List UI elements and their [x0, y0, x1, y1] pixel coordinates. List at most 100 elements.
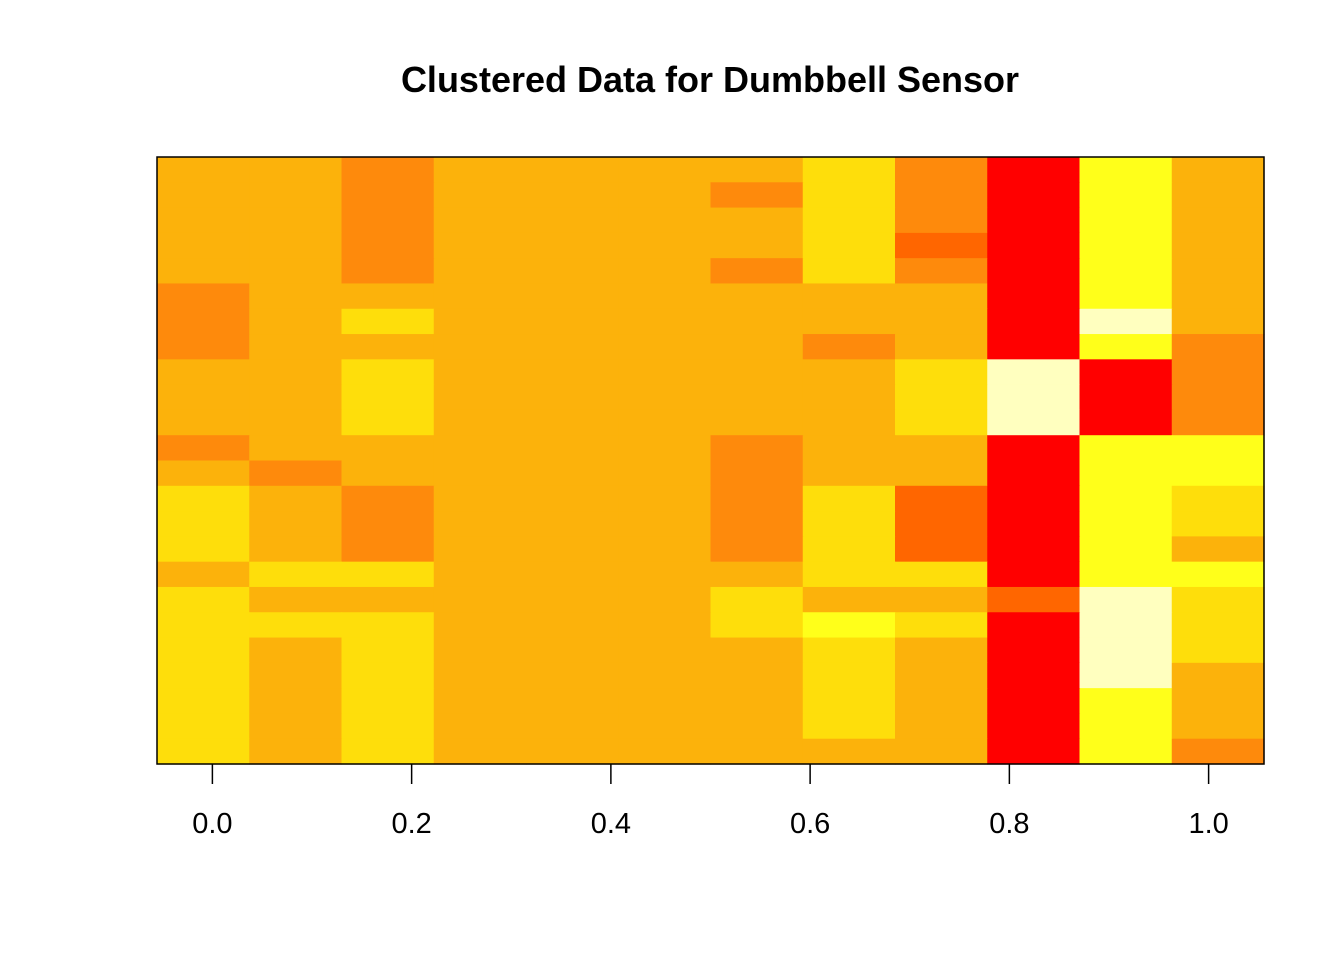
heatmap-cell: [249, 485, 343, 512]
heatmap-cell: [710, 409, 804, 436]
heatmap-cell: [1079, 460, 1173, 487]
heatmap-cell: [895, 662, 988, 689]
heatmap-cell: [802, 637, 896, 664]
heatmap-cell: [987, 662, 1081, 689]
heatmap-cell: [433, 536, 527, 563]
heatmap-cell: [987, 713, 1081, 740]
heatmap-cell: [526, 232, 619, 259]
heatmap-cell: [1079, 738, 1173, 765]
heatmap-cell: [249, 409, 343, 436]
heatmap-cell: [157, 435, 250, 462]
heatmap-cell: [987, 460, 1081, 487]
heatmap-cell: [249, 283, 343, 310]
heatmap-cell: [341, 688, 435, 715]
heatmap-cell: [1171, 561, 1265, 588]
heatmap-cell: [802, 308, 896, 335]
heatmap-cell: [618, 662, 712, 689]
heatmap-cell: [1079, 409, 1173, 436]
heatmap-cell: [1079, 182, 1173, 209]
heatmap-cell: [618, 435, 712, 462]
heatmap-cell: [618, 207, 712, 234]
heatmap-cell: [802, 435, 896, 462]
heatmap-cell: [802, 384, 896, 411]
heatmap-cell: [526, 157, 619, 183]
heatmap-cell: [1171, 612, 1265, 639]
heatmap-cell: [341, 738, 435, 765]
heatmap-cell: [526, 460, 619, 487]
heatmap-cell: [433, 435, 527, 462]
heatmap-cell: [157, 384, 250, 411]
heatmap-cell: [618, 308, 712, 335]
heatmap-cell: [710, 182, 804, 209]
heatmap-cell: [433, 157, 527, 183]
heatmap-cell: [433, 485, 527, 512]
heatmap-cell: [1171, 485, 1265, 512]
heatmap-cell: [433, 662, 527, 689]
heatmap-cell: [802, 157, 896, 183]
heatmap-cell: [526, 511, 619, 537]
heatmap-cell: [987, 232, 1081, 259]
heatmap-cell: [341, 207, 435, 234]
heatmap-cell: [1171, 637, 1265, 664]
heatmap-cell: [341, 586, 435, 613]
heatmap-cell: [618, 384, 712, 411]
heatmap-cell: [1079, 713, 1173, 740]
heatmap-cell: [987, 409, 1081, 436]
heatmap-cell: [341, 511, 435, 537]
heatmap-cell: [895, 384, 988, 411]
heatmap-cell: [433, 460, 527, 487]
x-tick-label: 1.0: [1188, 808, 1228, 840]
heatmap-cell: [987, 182, 1081, 209]
heatmap-cell: [249, 435, 343, 462]
heatmap-cell: [249, 460, 343, 487]
heatmap-cell: [526, 308, 619, 335]
heatmap-cell: [1079, 283, 1173, 310]
heatmap-cell: [526, 409, 619, 436]
heatmap-cell: [526, 561, 619, 588]
heatmap-cell: [526, 713, 619, 740]
heatmap-cell: [802, 485, 896, 512]
heatmap-cell: [341, 308, 435, 335]
heatmap-cell: [618, 738, 712, 765]
heatmap-cell: [895, 485, 988, 512]
heatmap-cell: [433, 283, 527, 310]
heatmap-cell: [1079, 359, 1173, 386]
heatmap-cell: [157, 662, 250, 689]
heatmap-cell: [433, 409, 527, 436]
heatmap-cell: [341, 612, 435, 639]
heatmap-cell: [802, 536, 896, 563]
heatmap-cell: [341, 334, 435, 360]
heatmap-cell: [802, 460, 896, 487]
heatmap-cell: [157, 485, 250, 512]
heatmap-cell: [433, 182, 527, 209]
heatmap-cell: [433, 688, 527, 715]
heatmap-cell: [802, 359, 896, 386]
heatmap-cell: [987, 637, 1081, 664]
heatmap-cell: [157, 334, 250, 360]
heatmap-cell: [249, 637, 343, 664]
heatmap-cell: [987, 157, 1081, 183]
heatmap-cell: [1171, 258, 1265, 285]
heatmap-cell: [895, 713, 988, 740]
heatmap-cell: [802, 182, 896, 209]
heatmap-cell: [1079, 334, 1173, 360]
heatmap-cell: [249, 688, 343, 715]
heatmap-cell: [895, 232, 988, 259]
heatmap-cell: [710, 308, 804, 335]
heatmap-cell: [157, 511, 250, 537]
heatmap-cell: [895, 460, 988, 487]
heatmap-cell: [341, 157, 435, 183]
heatmap-cell: [710, 207, 804, 234]
heatmap-cell: [526, 738, 619, 765]
heatmap-cell: [1079, 485, 1173, 512]
heatmap-cell: [433, 713, 527, 740]
heatmap-cell: [433, 258, 527, 285]
heatmap-cell: [249, 612, 343, 639]
heatmap-cell: [1079, 662, 1173, 689]
heatmap-cell: [341, 713, 435, 740]
heatmap-cell: [710, 435, 804, 462]
heatmap-cell: [987, 688, 1081, 715]
heatmap-cell: [987, 334, 1081, 360]
heatmap-cell: [802, 409, 896, 436]
